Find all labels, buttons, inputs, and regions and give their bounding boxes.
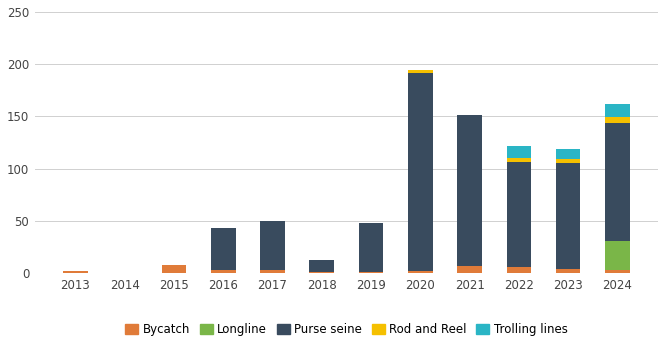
Bar bbox=[63, 271, 88, 273]
Bar bbox=[605, 122, 630, 241]
Bar bbox=[358, 223, 383, 272]
Bar bbox=[458, 115, 482, 266]
Bar bbox=[309, 272, 334, 273]
Bar bbox=[605, 104, 630, 117]
Bar bbox=[408, 72, 433, 271]
Bar bbox=[458, 266, 482, 273]
Bar bbox=[605, 270, 630, 273]
Bar bbox=[556, 149, 581, 159]
Bar bbox=[556, 269, 581, 273]
Bar bbox=[507, 158, 531, 162]
Bar bbox=[507, 162, 531, 267]
Bar bbox=[605, 241, 630, 270]
Bar bbox=[556, 159, 581, 163]
Legend: Bycatch, Longline, Purse seine, Rod and Reel, Trolling lines: Bycatch, Longline, Purse seine, Rod and … bbox=[120, 318, 573, 341]
Bar bbox=[260, 270, 285, 273]
Bar bbox=[162, 265, 186, 273]
Bar bbox=[358, 272, 383, 273]
Bar bbox=[408, 271, 433, 273]
Bar bbox=[260, 221, 285, 270]
Bar bbox=[605, 117, 630, 122]
Bar bbox=[507, 267, 531, 273]
Bar bbox=[309, 260, 334, 272]
Bar bbox=[507, 146, 531, 158]
Bar bbox=[211, 228, 235, 270]
Bar bbox=[408, 70, 433, 72]
Bar bbox=[211, 270, 235, 273]
Bar bbox=[556, 163, 581, 269]
